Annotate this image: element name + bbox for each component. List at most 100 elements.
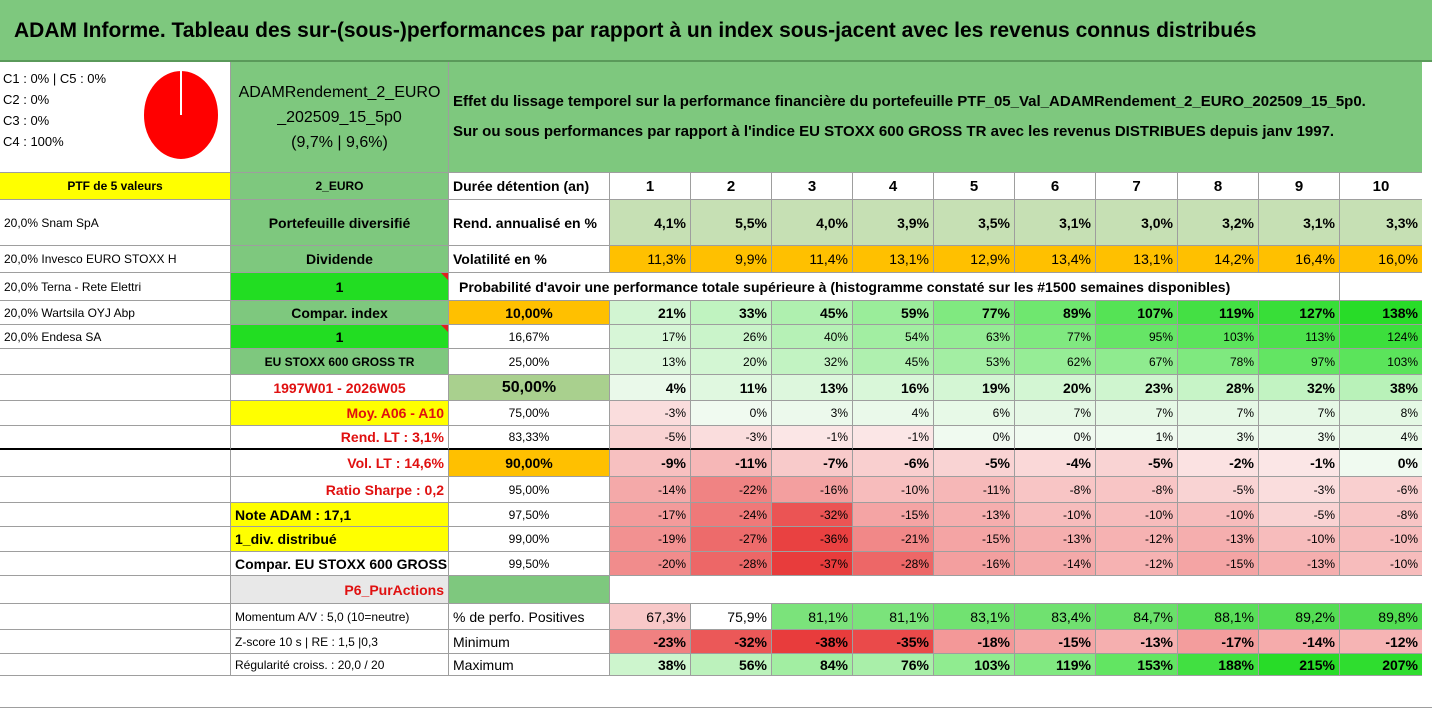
rend-cell: 3,5% bbox=[934, 200, 1015, 246]
probability-cell: -13% bbox=[1015, 527, 1096, 552]
probability-cell: -9% bbox=[610, 450, 691, 477]
probability-cell: 26% bbox=[691, 325, 772, 349]
year-header: 9 bbox=[1259, 173, 1340, 200]
probability-cell: -5% bbox=[934, 450, 1015, 477]
probability-cell: -17% bbox=[610, 503, 691, 527]
probability-cell: 40% bbox=[772, 325, 853, 349]
probability-cell: 97% bbox=[1259, 349, 1340, 375]
probability-cell: -24% bbox=[691, 503, 772, 527]
pos-label: % de perfo. Positives bbox=[449, 604, 610, 630]
probability-cell: 0% bbox=[1015, 426, 1096, 450]
probability-cell: -3% bbox=[610, 401, 691, 426]
probability-cell: -6% bbox=[853, 450, 934, 477]
pos-cell: 67,3% bbox=[610, 604, 691, 630]
fund-name-line: _202509_15_5p0 bbox=[277, 108, 402, 126]
rend-cell: 3,2% bbox=[1178, 200, 1259, 246]
probability-cell: 7% bbox=[1178, 401, 1259, 426]
probability-threshold: 90,00% bbox=[449, 450, 610, 477]
probability-header: Probabilité d'avoir une performance tota… bbox=[449, 273, 1340, 301]
probability-cell: 127% bbox=[1259, 301, 1340, 325]
probability-cell: -3% bbox=[691, 426, 772, 450]
period: 1997W01 - 2026W05 bbox=[231, 375, 449, 401]
allocation-legend: C1 : 0% | C5 : 0% C2 : 0% C3 : 0% C4 : 1… bbox=[0, 62, 231, 173]
probability-cell: 54% bbox=[853, 325, 934, 349]
pos-cell: 81,1% bbox=[772, 604, 853, 630]
max-cell: 56% bbox=[691, 654, 772, 676]
probability-cell: -10% bbox=[853, 477, 934, 503]
p6-label: P6_PurActions bbox=[231, 576, 449, 604]
legend-line: C4 : 100% bbox=[3, 134, 64, 149]
probability-cell: 3% bbox=[1178, 426, 1259, 450]
index-name: EU STOXX 600 GROSS TR bbox=[231, 349, 449, 375]
probability-cell: -16% bbox=[772, 477, 853, 503]
probability-cell: -10% bbox=[1259, 527, 1340, 552]
rend-cell: 4,1% bbox=[610, 200, 691, 246]
currency-cell: 2_EURO bbox=[231, 173, 449, 200]
performance-sheet: C1 : 0% | C5 : 0% C2 : 0% C3 : 0% C4 : 1… bbox=[0, 62, 1432, 707]
probability-cell: 7% bbox=[1259, 401, 1340, 426]
vol-lt: Vol. LT : 14,6% bbox=[231, 450, 449, 477]
probability-threshold: 95,00% bbox=[449, 477, 610, 503]
vol-cell: 13,1% bbox=[853, 246, 934, 273]
probability-threshold: 25,00% bbox=[449, 349, 610, 375]
probability-cell: -27% bbox=[691, 527, 772, 552]
min-cell: -23% bbox=[610, 630, 691, 654]
probability-cell: 32% bbox=[1259, 375, 1340, 401]
probability-cell: 6% bbox=[934, 401, 1015, 426]
probability-cell: -10% bbox=[1340, 552, 1422, 576]
probability-cell: -1% bbox=[772, 426, 853, 450]
probability-cell: 33% bbox=[691, 301, 772, 325]
probability-cell: -12% bbox=[1096, 552, 1178, 576]
probability-cell: 4% bbox=[853, 401, 934, 426]
probability-cell: 107% bbox=[1096, 301, 1178, 325]
probability-threshold: 83,33% bbox=[449, 426, 610, 450]
rend-cell: 3,1% bbox=[1259, 200, 1340, 246]
dividend-label: Dividende bbox=[231, 246, 449, 273]
holding-item: 20,0% Wartsila OYJ Abp bbox=[0, 301, 231, 325]
probability-cell: 103% bbox=[1178, 325, 1259, 349]
vol-cell: 9,9% bbox=[691, 246, 772, 273]
effect-description: Effet du lissage temporel sur la perform… bbox=[449, 62, 1422, 173]
max-cell: 84% bbox=[772, 654, 853, 676]
vol-label: Volatilité en % bbox=[449, 246, 610, 273]
probability-cell: 95% bbox=[1096, 325, 1178, 349]
probability-cell: -12% bbox=[1096, 527, 1178, 552]
probability-cell: -20% bbox=[610, 552, 691, 576]
probability-threshold: 10,00% bbox=[449, 301, 610, 325]
probability-cell: -5% bbox=[610, 426, 691, 450]
probability-cell: 45% bbox=[772, 301, 853, 325]
min-cell: -18% bbox=[934, 630, 1015, 654]
moy-label: Moy. A06 - A10 bbox=[231, 401, 449, 426]
probability-threshold: 50,00% bbox=[449, 375, 610, 401]
max-cell: 153% bbox=[1096, 654, 1178, 676]
allocation-pie-icon bbox=[142, 69, 220, 161]
year-header: 4 bbox=[853, 173, 934, 200]
probability-cell: -5% bbox=[1178, 477, 1259, 503]
rend-lt: Rend. LT : 3,1% bbox=[231, 426, 449, 450]
probability-cell: 20% bbox=[691, 349, 772, 375]
probability-cell: 32% bbox=[772, 349, 853, 375]
probability-cell: 11% bbox=[691, 375, 772, 401]
probability-cell: -8% bbox=[1096, 477, 1178, 503]
probability-cell: -28% bbox=[691, 552, 772, 576]
probability-cell: -6% bbox=[1340, 477, 1422, 503]
max-cell: 188% bbox=[1178, 654, 1259, 676]
probability-cell: -28% bbox=[853, 552, 934, 576]
min-cell: -13% bbox=[1096, 630, 1178, 654]
rend-cell: 5,5% bbox=[691, 200, 772, 246]
effect-line: Effet du lissage temporel sur la perform… bbox=[453, 93, 1366, 110]
vol-cell: 16,4% bbox=[1259, 246, 1340, 273]
dividend-value[interactable]: 1 bbox=[231, 273, 449, 301]
probability-cell: 124% bbox=[1340, 325, 1422, 349]
pos-cell: 81,1% bbox=[853, 604, 934, 630]
rend-cell: 3,9% bbox=[853, 200, 934, 246]
probability-cell: -21% bbox=[853, 527, 934, 552]
min-cell: -38% bbox=[772, 630, 853, 654]
momentum: Momentum A/V : 5,0 (10=neutre) bbox=[231, 604, 449, 630]
compar-value[interactable]: 1 bbox=[231, 325, 449, 349]
probability-cell: -19% bbox=[610, 527, 691, 552]
max-cell: 215% bbox=[1259, 654, 1340, 676]
rend-cell: 3,0% bbox=[1096, 200, 1178, 246]
holding-item: 20,0% Invesco EURO STOXX H bbox=[0, 246, 231, 273]
probability-cell: -15% bbox=[934, 527, 1015, 552]
